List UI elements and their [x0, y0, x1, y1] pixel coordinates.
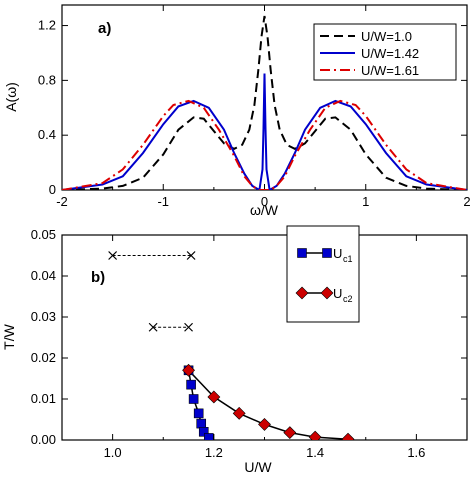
- data-point-2: [341, 432, 355, 440]
- panel-b-ylabel: T/W: [1, 323, 17, 349]
- panel-b-series: [108, 251, 355, 440]
- legend-marker-1: [297, 248, 307, 258]
- data-point-1: [198, 426, 209, 437]
- x-tick-label: 1.2: [205, 445, 223, 460]
- legend-label-3: U/W=1.61: [361, 63, 419, 78]
- data-point-1: [196, 418, 207, 429]
- x-tick-label: 1.0: [104, 445, 122, 460]
- x-tick-label: -1: [157, 194, 169, 209]
- panel-b-frame: [61, 234, 468, 441]
- panel-a-legend: U/W=1.0 U/W=1.42 U/W=1.61: [313, 23, 457, 81]
- panel-a-ticks: -2 -1 0 1 2 0 0.4 0.8 1.2: [38, 5, 471, 209]
- cross-marker: [184, 322, 193, 332]
- x-tick-label: 1.6: [407, 445, 425, 460]
- legend-label-2: U/W=1.42: [361, 46, 419, 61]
- data-point-2: [207, 390, 221, 404]
- y-tick-label: 0: [49, 182, 56, 197]
- legend-subscript-2: c2: [343, 294, 353, 304]
- y-tick-label: 0.00: [31, 432, 56, 447]
- y-tick-label: 0.02: [31, 350, 56, 365]
- x-tick-label: -2: [56, 194, 68, 209]
- x-tick-label: 0: [261, 194, 268, 209]
- y-tick-label: 0.01: [31, 391, 56, 406]
- y-tick-label: 0.4: [38, 127, 56, 142]
- legend-label-1: U/W=1.0: [361, 29, 412, 44]
- data-point-1: [186, 379, 196, 390]
- data-point-1: [193, 408, 204, 419]
- panel-a-label: a): [98, 20, 111, 37]
- panel-a: -2 -1 0 1 200.40.81.2 a) ω/W A(ω) U/W=1.0U/W…: [3, 4, 471, 218]
- legend-label-1: U: [333, 246, 342, 261]
- panel-b-label: b): [91, 269, 105, 286]
- y-tick-label: 0.8: [38, 72, 56, 87]
- y-tick-label: 1.2: [38, 18, 56, 33]
- y-tick-label: 0.05: [31, 227, 56, 242]
- panel-b-ticks: 1.0 1.2 1.4 1.6 0.00 0.01 0.02 0.03 0.04 0.05: [31, 227, 467, 460]
- y-tick-label: 0.04: [31, 268, 56, 283]
- data-point-1: [204, 433, 214, 440]
- legend-marker-2: [295, 286, 309, 300]
- series-line-2: [62, 73, 467, 190]
- panel-a-series: [62, 15, 467, 190]
- data-point-2: [283, 426, 297, 440]
- data-point-1: [188, 394, 199, 404]
- legend-marker-2: [320, 286, 334, 300]
- panel-a-ylabel: A(ω): [3, 82, 19, 112]
- panel-a-xlabel: ω/W: [250, 202, 279, 218]
- cross-marker: [186, 251, 196, 260]
- panel-b-legend-box: [286, 225, 360, 323]
- legend-marker-1: [322, 248, 332, 258]
- series-line-2: [188, 369, 349, 440]
- cross-marker: [148, 322, 158, 332]
- cross-marker: [108, 251, 118, 260]
- series-line-1: [62, 15, 467, 190]
- data-point-2: [182, 363, 195, 377]
- panel-b: 1.0 1.2 1.4 1.60.000.010.020.030.040.05 b) …: [1, 225, 468, 475]
- x-tick-label: 1.4: [306, 445, 324, 460]
- data-point-2: [232, 406, 246, 420]
- data-point-2: [308, 430, 322, 440]
- data-point-2: [258, 417, 271, 431]
- legend-subscript-1: c1: [343, 254, 353, 264]
- y-tick-label: 0.03: [31, 309, 56, 324]
- x-tick-label: 1: [362, 194, 369, 209]
- x-tick-label: 2: [463, 194, 470, 209]
- panel-b-xlabel: U/W: [244, 459, 272, 475]
- legend-label-2: U: [333, 286, 342, 301]
